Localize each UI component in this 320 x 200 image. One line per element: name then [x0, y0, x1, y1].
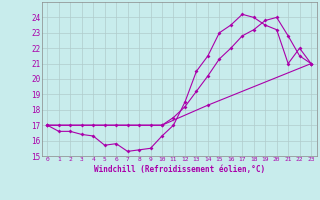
X-axis label: Windchill (Refroidissement éolien,°C): Windchill (Refroidissement éolien,°C): [94, 165, 265, 174]
